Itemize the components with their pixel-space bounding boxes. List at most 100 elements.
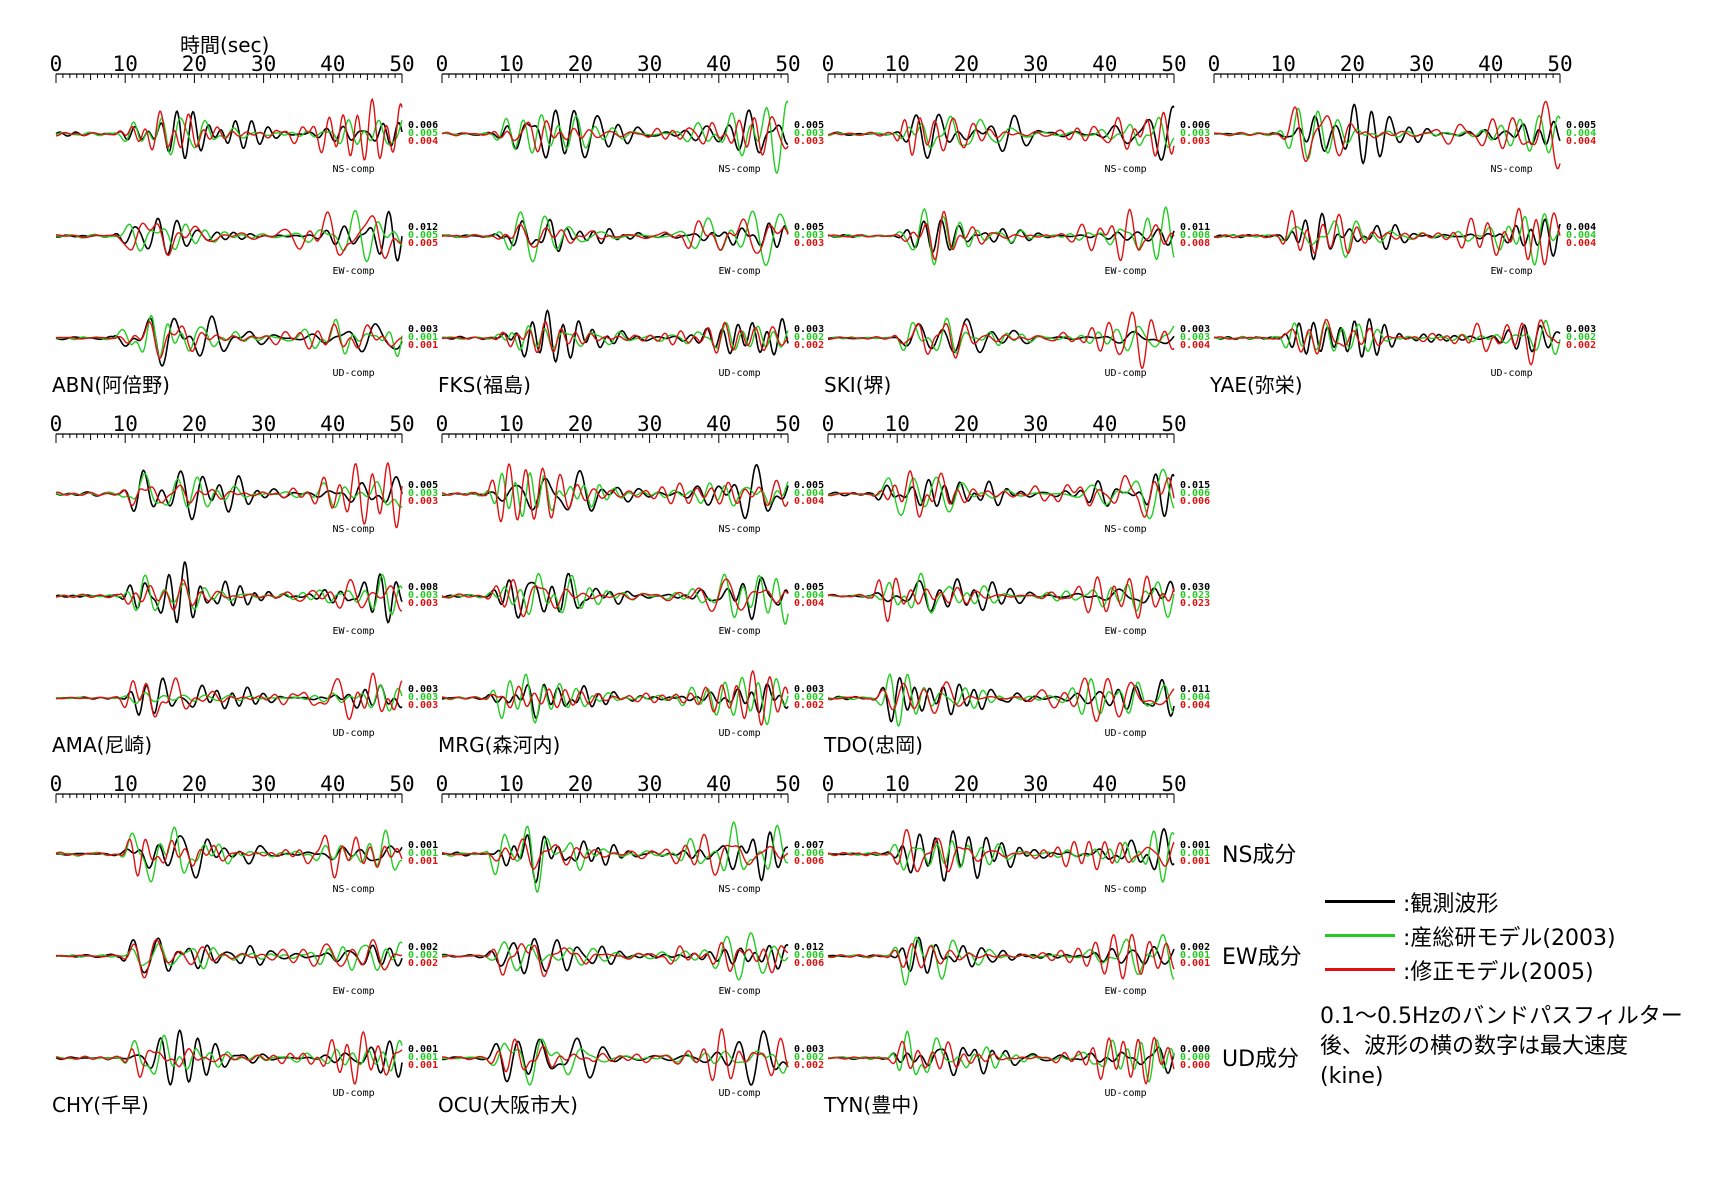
station-ski-label: SKI(堺) bbox=[824, 373, 891, 397]
station-abn-label: ABN(阿倍野) bbox=[52, 373, 170, 397]
station-tyn-ud-peak-mod: 0.000 bbox=[1180, 1060, 1210, 1071]
station-fks-ud-peak-obs: 0.003 bbox=[794, 324, 824, 335]
station-mrg-ew-peak-mod: 0.004 bbox=[794, 598, 824, 609]
station-yae-ud-mod-trace bbox=[1213, 318, 1561, 366]
station-tyn-time-axis: 0 10 20 30 40 50 bbox=[822, 772, 1187, 803]
station-ama-ns-peak-mod: 0.003 bbox=[408, 496, 438, 507]
station-fks-ns-aist-trace bbox=[442, 100, 789, 174]
station-chy-ns-peak-obs: 0.001 bbox=[408, 840, 438, 851]
station-mrg-label: MRG(森河内) bbox=[438, 733, 560, 757]
station-ama-tick-label: 40 bbox=[320, 412, 345, 436]
station-mrg-ew-peak-aist: 0.004 bbox=[794, 590, 824, 601]
row-side-label-ns: NS成分 bbox=[1222, 843, 1296, 868]
station-abn-ew-comp-label: EW-comp bbox=[332, 266, 374, 277]
station-fks-time-axis: 0 10 20 30 40 50 bbox=[436, 52, 801, 83]
station-tdo-ud-peak-aist: 0.004 bbox=[1180, 692, 1210, 703]
station-tdo-ns-peak-mod: 0.006 bbox=[1180, 496, 1210, 507]
station-mrg-ns-peak-aist: 0.004 bbox=[794, 488, 824, 499]
station-ocu-tick-label: 0 bbox=[436, 772, 449, 796]
station-mrg-tick-label: 30 bbox=[637, 412, 662, 436]
station-ocu-tick-label: 30 bbox=[637, 772, 662, 796]
station-tdo-ns-peak-obs: 0.015 bbox=[1180, 480, 1210, 491]
station-abn-tick-label: 40 bbox=[320, 52, 345, 76]
legend: :観測波形 :産総研モデル(2003) :修正モデル(2005) bbox=[1325, 884, 1695, 986]
station-yae-ew-mod-trace bbox=[1213, 207, 1561, 266]
station-yae-ew-peak-mod: 0.004 bbox=[1566, 238, 1596, 249]
station-tyn-ns-peak-aist: 0.001 bbox=[1180, 848, 1210, 859]
row-side-label-ud: UD成分 bbox=[1222, 1047, 1299, 1072]
station-fks-ud-peak-aist: 0.002 bbox=[794, 332, 824, 343]
station-yae-ud-peak-obs: 0.003 bbox=[1566, 324, 1596, 335]
station-fks-tick-label: 0 bbox=[436, 52, 449, 76]
station-ski-ns-comp-label: NS-comp bbox=[1104, 164, 1146, 175]
station-yae-ew-peak-aist: 0.004 bbox=[1566, 230, 1596, 241]
station-yae-tick-label: 40 bbox=[1478, 52, 1503, 76]
station-abn-tick-label: 10 bbox=[113, 52, 138, 76]
station-fks-ew-aist-trace bbox=[442, 210, 789, 267]
station-ocu-ew-mod-trace bbox=[442, 941, 789, 978]
station-fks-ew-mod-trace bbox=[442, 218, 789, 254]
station-mrg-ns-obs-trace bbox=[441, 463, 789, 520]
station-ocu-ns-peak-obs: 0.007 bbox=[794, 840, 824, 851]
station-tdo-ud-peak-mod: 0.004 bbox=[1180, 700, 1210, 711]
station-ocu-ns-mod-trace bbox=[441, 833, 789, 876]
row-side-label-ew: EW成分 bbox=[1222, 945, 1302, 970]
station-mrg-ns-comp-label: NS-comp bbox=[718, 524, 760, 535]
legend-label-observed: :観測波形 bbox=[1403, 892, 1499, 917]
station-chy-ud-peak-mod: 0.001 bbox=[408, 1060, 438, 1071]
station-mrg-time-axis: 0 10 20 30 40 50 bbox=[436, 412, 801, 443]
station-ama-ns-aist-trace bbox=[55, 472, 403, 509]
station-yae-ud-peak-aist: 0.002 bbox=[1566, 332, 1596, 343]
station-ski-ew-peak-mod: 0.008 bbox=[1180, 238, 1210, 249]
station-ocu-ns-peak-mod: 0.006 bbox=[794, 856, 824, 867]
station-tdo-ns-comp-label: NS-comp bbox=[1104, 524, 1146, 535]
station-tdo-ud-peak-obs: 0.011 bbox=[1180, 684, 1210, 695]
station-tdo-ud-comp-label: UD-comp bbox=[1104, 728, 1146, 739]
station-chy-time-axis: 0 10 20 30 40 50 bbox=[50, 772, 415, 803]
station-tyn-ud-peak-obs: 0.000 bbox=[1180, 1044, 1210, 1055]
station-mrg-ud-mod-trace bbox=[441, 670, 789, 726]
station-mrg-ew-obs-trace bbox=[442, 572, 789, 621]
station-chy-ud-peak-obs: 0.001 bbox=[408, 1044, 438, 1055]
station-yae-tick-label: 20 bbox=[1340, 52, 1365, 76]
station-fks-ud-mod-trace bbox=[442, 320, 789, 354]
station-tyn-ns-obs-trace bbox=[828, 827, 1175, 882]
station-ama-ns-comp-label: NS-comp bbox=[332, 524, 374, 535]
station-tdo-label: TDO(忠岡) bbox=[823, 733, 923, 757]
station-ama-ud-comp-label: UD-comp bbox=[332, 728, 374, 739]
station-ama-time-axis: 0 10 20 30 40 50 bbox=[50, 412, 415, 443]
station-abn-ud-peak-aist: 0.001 bbox=[408, 332, 438, 343]
station-ocu-label: OCU(大阪市大) bbox=[438, 1093, 578, 1117]
station-chy-label: CHY(千早) bbox=[52, 1093, 149, 1117]
station-chy-ew-peak-mod: 0.002 bbox=[408, 958, 438, 969]
station-ocu-ns-obs-trace bbox=[441, 830, 788, 884]
station-fks-ew-peak-mod: 0.003 bbox=[794, 238, 824, 249]
station-ski-ns-mod-trace bbox=[827, 111, 1175, 157]
station-abn-ns-peak-obs: 0.006 bbox=[408, 120, 438, 131]
station-tdo-ew-peak-obs: 0.030 bbox=[1180, 582, 1210, 593]
station-ski-ew-peak-obs: 0.011 bbox=[1180, 222, 1210, 233]
station-chy-ew-comp-label: EW-comp bbox=[332, 986, 374, 997]
station-tyn-ud-obs-trace bbox=[827, 1046, 1175, 1077]
station-yae-ud-peak-mod: 0.002 bbox=[1566, 340, 1596, 351]
station-tyn-ew-comp-label: EW-comp bbox=[1104, 986, 1146, 997]
station-ski-ud-aist-trace bbox=[827, 317, 1175, 355]
station-ocu-ew-aist-trace bbox=[441, 932, 789, 981]
station-abn-ud-peak-mod: 0.001 bbox=[408, 340, 438, 351]
station-ocu-ud-peak-mod: 0.002 bbox=[794, 1060, 824, 1071]
station-chy-tick-label: 10 bbox=[113, 772, 138, 796]
station-tyn-ud-comp-label: UD-comp bbox=[1104, 1088, 1146, 1099]
station-fks-label: FKS(福島) bbox=[438, 373, 531, 397]
station-ocu-ew-comp-label: EW-comp bbox=[718, 986, 760, 997]
station-tyn-ns-peak-mod: 0.001 bbox=[1180, 856, 1210, 867]
station-tyn-ud-mod-trace bbox=[827, 1036, 1175, 1085]
station-ama-ew-mod-trace bbox=[55, 579, 403, 612]
station-mrg-ud-obs-trace bbox=[441, 683, 789, 720]
station-tyn-label: TYN(豊中) bbox=[823, 1093, 919, 1117]
